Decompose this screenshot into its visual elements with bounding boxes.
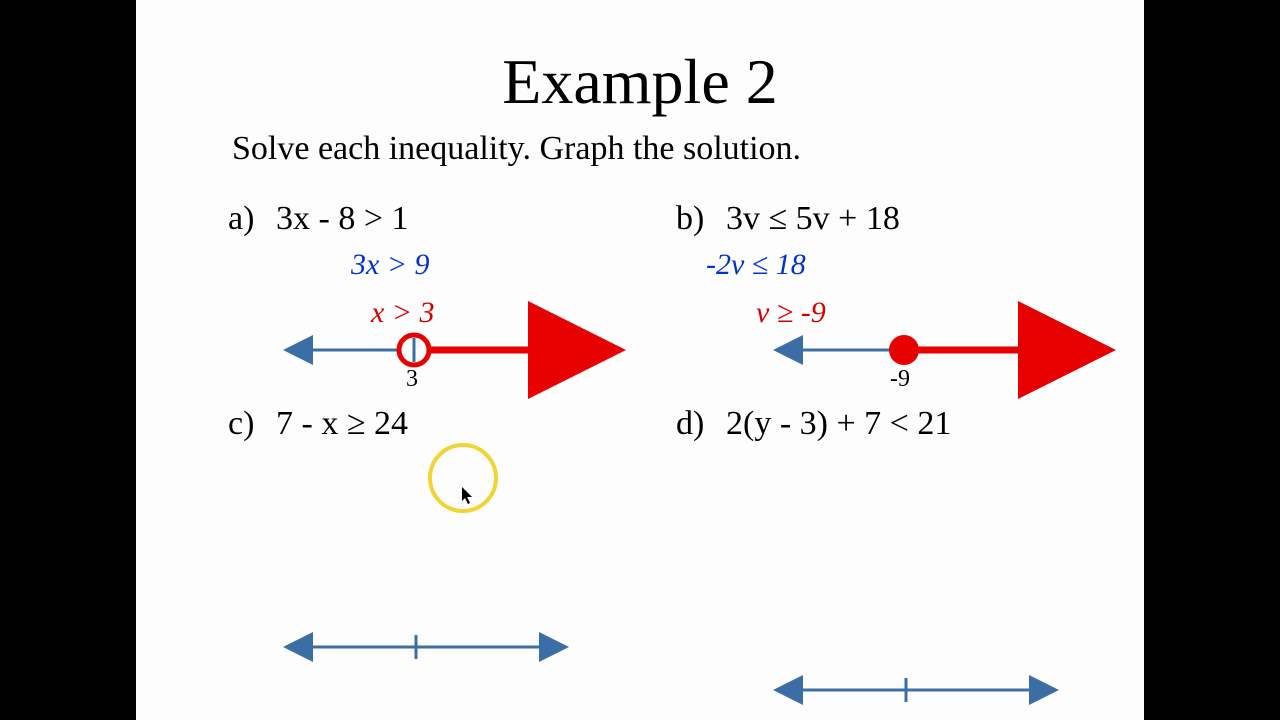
problem-b-label: b) (676, 200, 704, 238)
problem-a-text: 3x - 8 > 1 (276, 200, 409, 238)
problem-d-label: d) (676, 405, 704, 443)
problem-b-text: 3v ≤ 5v + 18 (726, 200, 900, 238)
slide: Example 2 Solve each inequality. Graph t… (136, 0, 1144, 720)
number-line-b (776, 335, 1076, 375)
problem-d-text: 2(y - 3) + 7 < 21 (726, 405, 951, 443)
problem-a-step: 3x > 9 (351, 248, 430, 282)
number-line-c (286, 632, 586, 672)
title: Example 2 (136, 45, 1144, 119)
problem-c-label: c) (228, 405, 254, 443)
problem-c-text: 7 - x ≥ 24 (276, 405, 408, 443)
problem-a-label: a) (228, 200, 254, 238)
subtitle: Solve each inequality. Graph the solutio… (232, 130, 801, 168)
number-line-a (286, 335, 586, 375)
number-line-d (776, 675, 1076, 715)
problem-b-step: -2v ≤ 18 (706, 248, 806, 282)
problem-b-answer: v ≥ -9 (756, 296, 826, 330)
problem-a-answer: x > 3 (371, 296, 435, 330)
mouse-pointer-icon (462, 487, 476, 505)
